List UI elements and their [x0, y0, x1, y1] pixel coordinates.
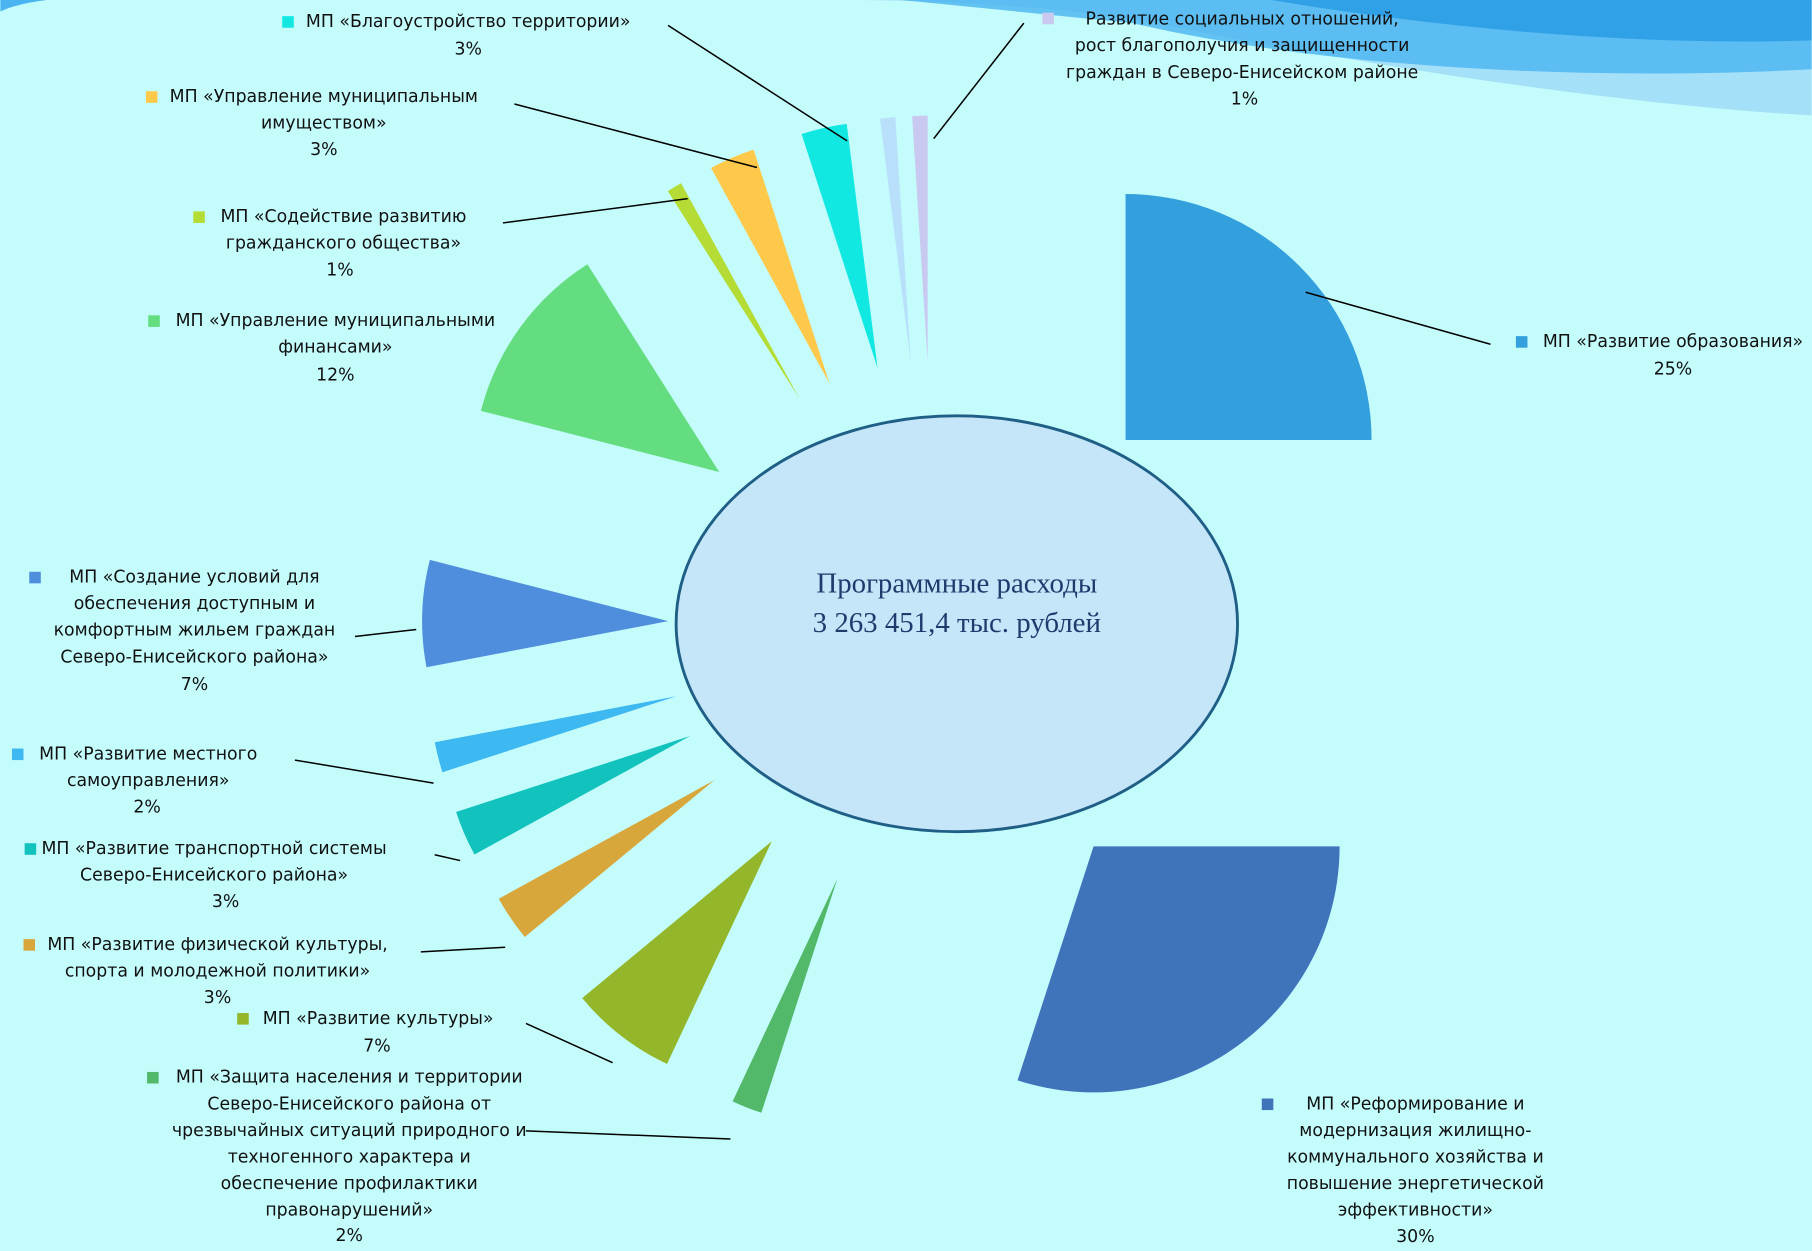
decor-waves: [0, 0, 1812, 116]
data-label: 7%: [363, 1037, 390, 1057]
data-label: 25%: [1654, 360, 1692, 380]
pie-slice: [1125, 194, 1372, 441]
data-label: 12%: [316, 365, 354, 385]
legend-label: МП «Управление муниципальным имуществом»: [170, 87, 478, 134]
legend-swatch: [24, 843, 37, 855]
leader-line: [420, 946, 506, 953]
data-label: 30%: [1396, 1227, 1434, 1247]
legend-label: МП «Создание условий для обеспечения дост…: [54, 568, 336, 668]
pie-slice: [912, 115, 928, 362]
pie-slice: [582, 841, 772, 1064]
legend-label: МП «Реформирование и модернизация жилищно…: [1287, 1094, 1544, 1220]
leader-line: [667, 24, 848, 142]
legend-label: МП «Управление муниципальными финансами»: [176, 311, 496, 358]
center-ellipse: [674, 414, 1239, 834]
legend-swatch: [237, 1013, 249, 1025]
leader-line: [294, 759, 434, 784]
pie-slice: [480, 264, 720, 473]
data-label: 2%: [133, 797, 160, 817]
pie-slice: [456, 735, 691, 855]
legend-label: МП «Развитие местного самоуправления»: [39, 744, 257, 791]
data-label: 7%: [181, 675, 208, 695]
pie-slice: [711, 149, 830, 384]
center-text: Программные расходы: [816, 568, 1097, 600]
legend-label: МП «Защита населения и территории Северо-…: [172, 1068, 527, 1221]
legend-swatch: [11, 748, 24, 761]
legend-label: Развитие социальных отношений, рост благо…: [1066, 10, 1418, 83]
legend-swatch: [145, 91, 158, 103]
legend-label: МП «Благоустройство территории»: [306, 12, 631, 32]
pie-slice: [498, 780, 715, 938]
legend-swatch: [148, 315, 160, 327]
leader-line: [1305, 291, 1491, 345]
data-label: 1%: [326, 260, 353, 280]
pie-slice: [732, 878, 838, 1113]
legend-label: МП «Развитие транспортной системы Северо-…: [41, 839, 386, 886]
legend-swatch: [282, 16, 294, 28]
pie-slice: [422, 559, 669, 668]
legend-label: МП «Развитие образования»: [1543, 332, 1803, 352]
slices: [422, 115, 1372, 1113]
legend-swatch: [29, 571, 41, 584]
leader-line: [354, 628, 417, 638]
pie-slice: [1017, 846, 1340, 1093]
leader-line: [502, 197, 688, 224]
pie-slice: [879, 117, 911, 363]
legend-swatch: [23, 939, 36, 951]
leader-line: [525, 1022, 613, 1064]
data-label: 3%: [310, 140, 337, 160]
legend-swatch: [1261, 1098, 1274, 1111]
pie-slice: [434, 696, 677, 773]
data-label: 3%: [454, 40, 481, 60]
legend-swatch: [193, 211, 205, 223]
legend-label: МП «Развитие физической культуры, спорта …: [47, 935, 387, 982]
leader-line: [525, 1130, 731, 1140]
legend-label: МП «Развитие культуры»: [263, 1009, 494, 1029]
leader-line: [933, 22, 1025, 140]
legend-label: МП «Содействие развитию гражданского обще…: [220, 207, 466, 254]
legend-swatch: [1515, 336, 1528, 348]
leader-line: [434, 854, 461, 862]
center-text: 3 263 451,4 тыс. рублей: [813, 607, 1101, 639]
data-label: 1%: [1231, 89, 1258, 109]
pie-slice: [667, 183, 800, 399]
data-label: 3%: [204, 988, 231, 1008]
legend-swatch: [147, 1071, 159, 1084]
leader-line: [514, 103, 758, 169]
data-label: 2%: [335, 1226, 362, 1246]
pie-slice: [801, 123, 878, 369]
data-label: 3%: [212, 892, 239, 912]
legend-swatch: [1042, 12, 1054, 25]
